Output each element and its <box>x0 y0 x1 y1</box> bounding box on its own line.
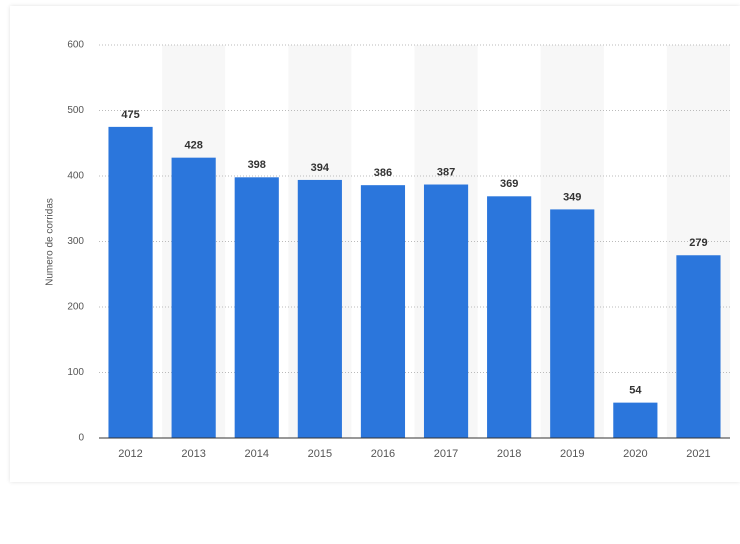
x-tick-label: 2013 <box>181 448 205 460</box>
x-tick-label: 2018 <box>497 448 521 460</box>
x-tick-label: 2020 <box>623 448 647 460</box>
x-tick-label: 2021 <box>686 448 710 460</box>
y-tick-label: 300 <box>67 236 84 247</box>
value-label: 369 <box>500 178 518 190</box>
value-label: 428 <box>184 140 202 152</box>
value-label: 54 <box>629 385 642 397</box>
bar <box>676 255 721 438</box>
x-tick-label: 2019 <box>560 448 584 460</box>
bar <box>613 402 658 438</box>
bar <box>171 157 216 438</box>
value-label: 279 <box>689 237 707 249</box>
value-label: 349 <box>563 191 581 203</box>
bar <box>487 196 532 438</box>
value-label: 398 <box>248 159 266 171</box>
bar <box>297 179 342 438</box>
x-tick-label: 2012 <box>118 448 142 460</box>
y-tick-label: 100 <box>67 367 84 378</box>
bar <box>234 177 279 438</box>
y-axis-label: Numero de corridas <box>45 198 56 286</box>
y-tick-label: 400 <box>67 171 84 182</box>
value-label: 386 <box>374 167 392 179</box>
value-label: 394 <box>311 162 330 174</box>
bar <box>423 184 469 438</box>
bar <box>108 126 153 438</box>
y-tick-label: 200 <box>67 302 84 313</box>
value-label: 475 <box>121 109 139 121</box>
y-tick-label: 0 <box>78 433 84 444</box>
x-tick-label: 2016 <box>371 448 395 460</box>
x-tick-label: 2014 <box>245 448 269 460</box>
bar <box>360 185 406 438</box>
x-tick-label: 2017 <box>434 448 458 460</box>
y-tick-label: 500 <box>67 105 84 116</box>
y-tick-label: 600 <box>67 40 84 51</box>
value-label: 387 <box>437 166 455 178</box>
x-tick-label: 2015 <box>308 448 332 460</box>
bar <box>550 209 595 438</box>
